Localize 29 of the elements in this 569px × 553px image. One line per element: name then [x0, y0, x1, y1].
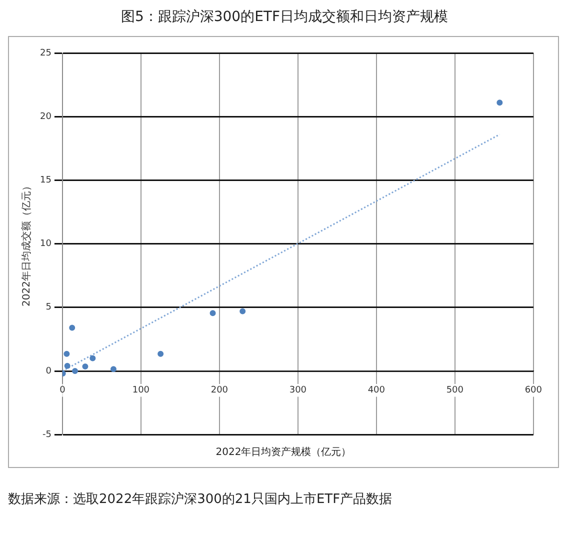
y-axis-title: 2022年日均成交额（亿元） — [20, 181, 33, 307]
x-axis-title: 2022年日均资产规模（亿元） — [214, 446, 352, 459]
x-tick-label: 600 — [524, 386, 542, 396]
y-tick-label: 15 — [40, 176, 52, 186]
point — [110, 366, 116, 372]
point — [158, 350, 164, 357]
y-tick-label: 25 — [40, 48, 52, 58]
x-tick-label: 100 — [132, 386, 150, 396]
point — [82, 364, 88, 370]
x-tick-label: 300 — [289, 386, 307, 396]
chart-title: 图5：跟踪沪深300的ETF日均成交额和日均资产规模 — [120, 8, 450, 26]
x-tick-label: 0 — [60, 386, 66, 396]
point — [240, 308, 246, 314]
y-tick-label: -5 — [42, 430, 52, 440]
y-tick-label: 20 — [40, 112, 52, 122]
point — [69, 324, 76, 331]
y-tick-label: 5 — [46, 302, 52, 313]
point — [90, 355, 96, 362]
x-tick-label: 200 — [210, 386, 228, 396]
point — [72, 368, 78, 374]
point — [210, 310, 216, 316]
point — [64, 350, 70, 357]
x-tick-label: 400 — [368, 386, 386, 396]
point — [496, 100, 503, 106]
point — [64, 362, 70, 369]
y-tick-label: 0 — [46, 366, 52, 376]
y-tick-label: 10 — [40, 239, 52, 250]
x-tick-label: 500 — [446, 386, 464, 396]
source-note: 数据来源：选取2022年跟踪沪深300的21只国内上市ETF产品数据 — [8, 491, 394, 508]
